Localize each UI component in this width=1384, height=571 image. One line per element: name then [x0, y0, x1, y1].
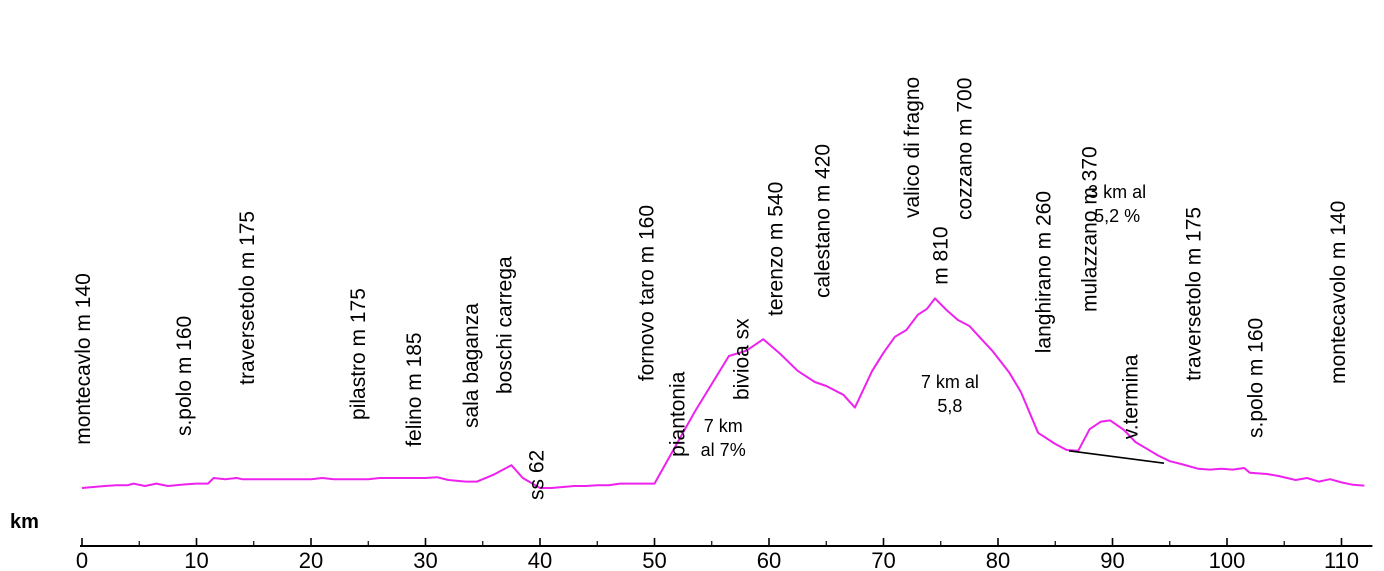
- x-tick-label: 70: [871, 548, 895, 571]
- x-tick-label: 0: [76, 548, 88, 571]
- waypoint-label: ss 62: [525, 450, 548, 500]
- x-tick-label: 60: [757, 548, 781, 571]
- x-tick-label: 10: [184, 548, 208, 571]
- climb-annotation: 5,8: [937, 396, 962, 416]
- waypoint-label: s.polo m 160: [173, 316, 196, 436]
- x-tick-label: 50: [642, 548, 666, 571]
- waypoint-label: s.polo m 160: [1245, 318, 1268, 438]
- climb-annotation: 5,2 %: [1094, 206, 1140, 226]
- climb-annotation: 7 km: [704, 416, 743, 436]
- x-tick-label: 110: [1324, 548, 1359, 571]
- x-tick-label: 30: [413, 548, 437, 571]
- x-tick-label: 80: [986, 548, 1010, 571]
- climb-annotation: 7 km al: [921, 372, 979, 392]
- waypoint-label: sala baganza: [460, 303, 483, 428]
- waypoint-label: pilastro m 175: [347, 288, 370, 420]
- waypoint-label: mulazzano m 370: [1079, 146, 1102, 312]
- waypoint-label: valico di fragno: [901, 77, 924, 218]
- waypoint-label: montecavlo m 140: [72, 273, 95, 445]
- waypoint-label: cozzano m 700: [954, 78, 977, 220]
- x-tick-label: 100: [1209, 548, 1246, 571]
- x-tick-label: 40: [528, 548, 552, 571]
- waypoint-label: calestano m 420: [812, 144, 835, 298]
- waypoint-label: terenzo m 540: [765, 182, 788, 316]
- x-tick-label: 90: [1100, 548, 1124, 571]
- waypoint-label: felino m 185: [403, 332, 426, 446]
- waypoint-label: montecavolo m 140: [1327, 201, 1350, 384]
- climb-annotation: 3 km al: [1088, 182, 1146, 202]
- waypoint-label: piantonia: [666, 371, 689, 457]
- waypoint-label: m 810: [930, 226, 953, 284]
- waypoint-label: traversetolo m 175: [1183, 207, 1206, 381]
- waypoint-label: v.termina: [1120, 354, 1143, 439]
- climb-annotation: al 7%: [701, 440, 746, 460]
- waypoint-label: bivioa sx: [730, 318, 753, 400]
- waypoint-label: traversetolo m 175: [236, 211, 259, 385]
- chart-marks: 0 10 20 30 40 50 60 70 80 90 100 110 montecavlo m 14…: [72, 77, 1373, 571]
- waypoint-label: langhirano m 260: [1033, 191, 1056, 353]
- x-axis-unit-label: km: [10, 511, 39, 533]
- waypoint-label: boschi carrega: [493, 256, 516, 394]
- waypoint-label: fornovo taro m 160: [635, 205, 658, 381]
- elevation-line: [81, 297, 1365, 489]
- climb-connector-line: [1068, 450, 1165, 464]
- x-tick-label: 20: [299, 548, 323, 571]
